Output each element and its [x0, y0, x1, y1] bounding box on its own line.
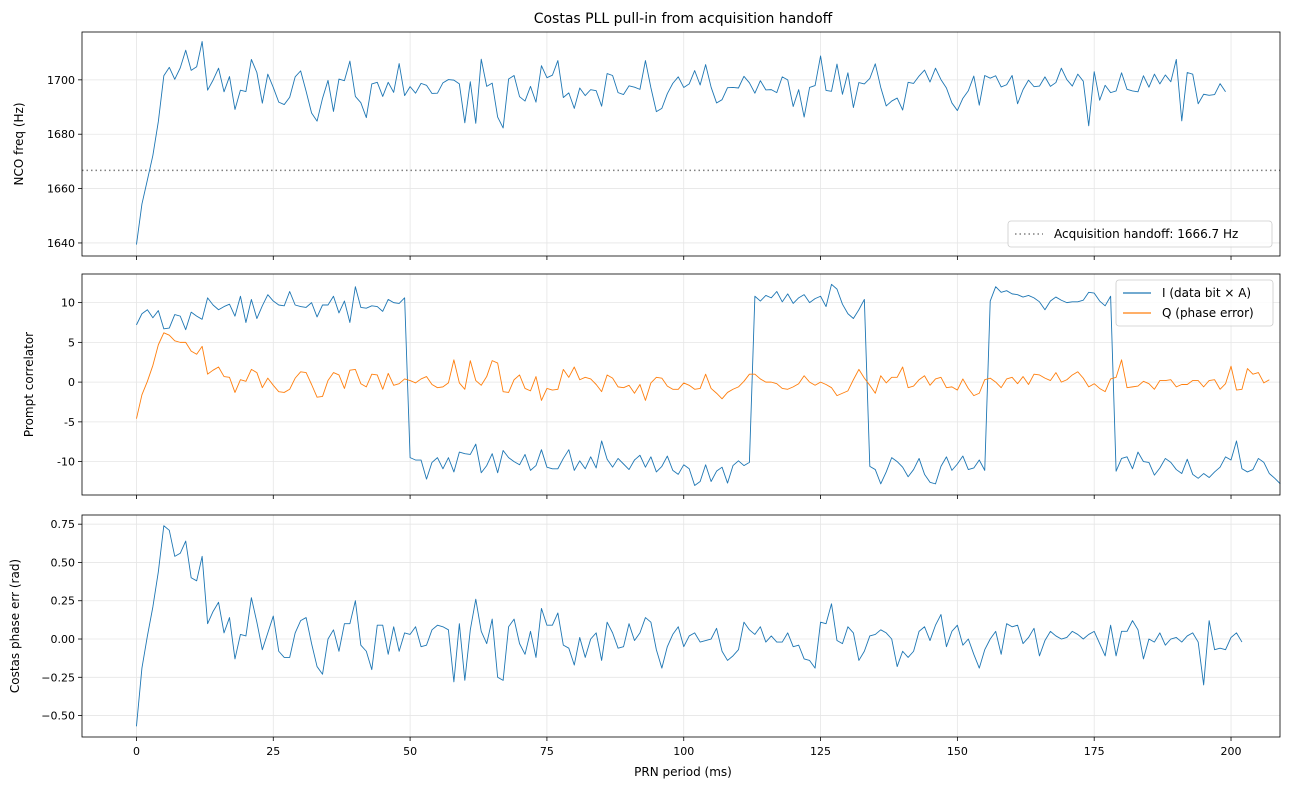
y-axis-label: Prompt correlator: [22, 332, 36, 437]
y-axis-label: NCO freq (Hz): [12, 102, 26, 185]
x-tick-label: 200: [1221, 745, 1242, 758]
x-tick-label: 0: [133, 745, 140, 758]
y-tick-label: 0.25: [51, 595, 76, 608]
x-tick-label: 125: [810, 745, 831, 758]
y-tick-label: -5: [64, 416, 75, 429]
legend-box: [1007, 220, 1273, 248]
x-tick-label: 25: [266, 745, 280, 758]
y-tick-label: 10: [61, 297, 75, 310]
y-tick-label: 0.50: [51, 556, 76, 569]
figure-title: Costas PLL pull-in from acquisition hand…: [534, 11, 833, 27]
x-tick-label: 175: [1084, 745, 1105, 758]
y-tick-label: −0.25: [41, 671, 75, 684]
y-tick-label: 0.75: [51, 518, 76, 531]
legend-label-handoff: Acquisition handoff: 1666.7 Hz: [1054, 227, 1238, 241]
axes-frame: [81, 514, 1281, 738]
y-tick-label: 0: [68, 376, 75, 389]
x-tick-label: 75: [540, 745, 554, 758]
x-axis-label: PRN period (ms): [634, 765, 732, 779]
axes-frame: [81, 273, 1281, 496]
x-tick-label: 100: [673, 745, 694, 758]
legend-box: [1115, 279, 1274, 327]
y-tick-label: -10: [57, 456, 75, 469]
series-line-2-1: [136, 283, 1281, 486]
legend-label-1: I (data bit × A): [1162, 286, 1251, 300]
panel-1: 1640 1660 1680 1700 NCO freq (Hz) Acquisition…: [12, 31, 1281, 260]
y-tick-label: 1660: [47, 183, 75, 196]
series-line-2-2: [136, 332, 1270, 419]
y-tick-label: 1640: [47, 237, 75, 250]
y-tick-label: 1680: [47, 128, 75, 141]
legend-label-2: Q (phase error): [1162, 306, 1254, 320]
y-tick-label: 5: [68, 336, 75, 349]
panel-3: 0 25 50 75 100 125 150 175 200 −0.50 −0.25 0.00 0.25…: [8, 514, 1281, 758]
x-tick-label: 50: [403, 745, 417, 758]
panel-2: -10 -5 0 5 10 Prompt correlator I (data bit × …: [22, 273, 1281, 499]
series-line-3-1: [136, 525, 1243, 727]
y-tick-label: 0.00: [51, 633, 76, 646]
y-tick-label: −0.50: [41, 710, 75, 723]
axes-frame: [81, 31, 1281, 257]
y-tick-label: 1700: [47, 74, 75, 87]
x-tick-label: 150: [947, 745, 968, 758]
series-line-1-1: [136, 41, 1226, 245]
y-axis-label: Costas phase err (rad): [8, 559, 22, 693]
